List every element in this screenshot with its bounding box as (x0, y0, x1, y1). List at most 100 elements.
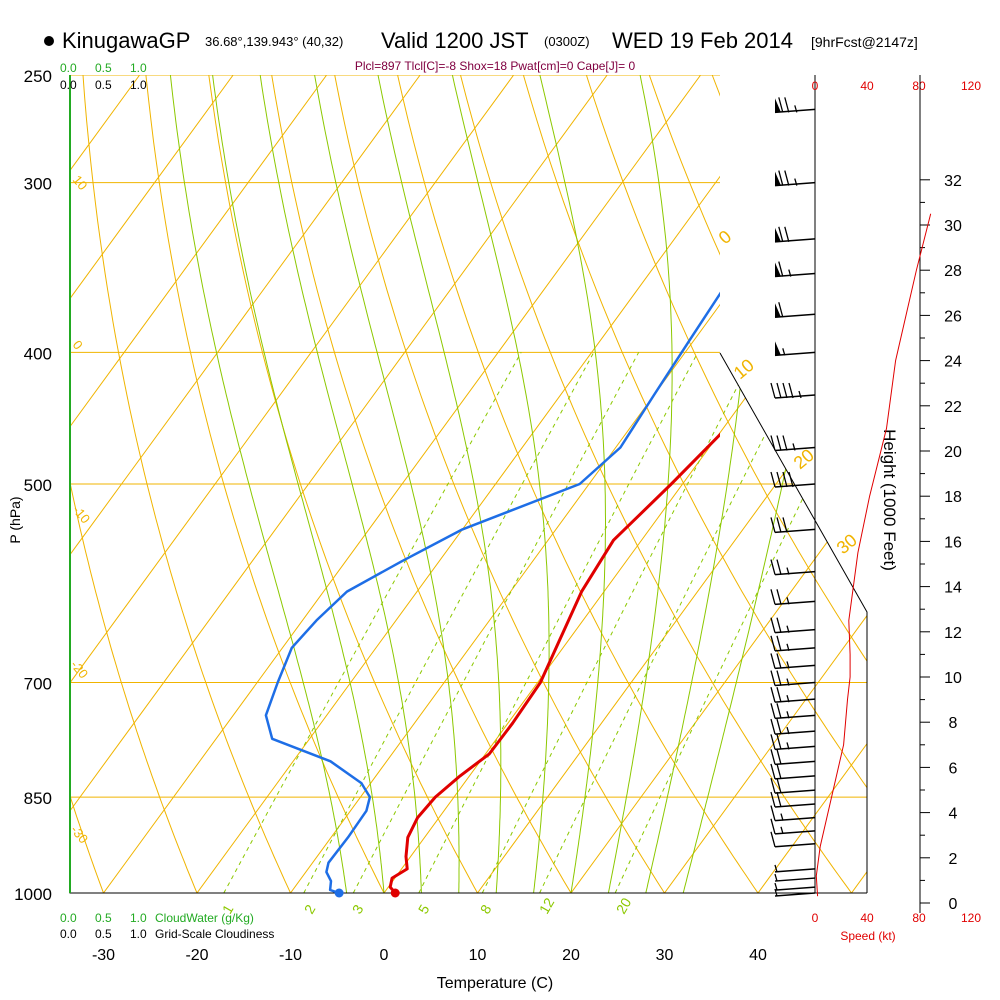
wind-barb-half (786, 625, 790, 633)
wind-barb-full (770, 635, 776, 651)
isotherm-line (70, 75, 421, 893)
wind-barb-half (780, 813, 784, 821)
wind-barb (770, 718, 816, 735)
wind-barb-full (776, 471, 782, 488)
temperature-tick-label: -20 (185, 947, 208, 964)
wind-barb-full (776, 777, 782, 794)
wind-barb-full (770, 653, 776, 669)
wind-barb-shaft (774, 892, 816, 897)
dry-adiabat-line (391, 75, 779, 893)
height-tick-label: 18 (944, 489, 962, 506)
wind-barb-shaft (774, 528, 816, 534)
pressure-tick-label: 300 (24, 175, 52, 194)
wind-barb-full (776, 670, 782, 686)
wind-barb-full (782, 471, 788, 488)
wind-barb (774, 97, 816, 114)
temperature-tick-label: -30 (92, 947, 115, 964)
height-tick-label: 14 (944, 580, 962, 597)
wind-barb-full (770, 777, 776, 794)
bottom-cloudiness-scale-label: 1.0 (130, 927, 147, 941)
moist-adiabat-line (212, 75, 385, 893)
wind-barb-full (778, 226, 784, 242)
wind-barb (770, 818, 816, 835)
temperature-tick-label: 20 (562, 947, 580, 964)
bottom-cloud-scale-label: 1.0 (130, 911, 147, 925)
height-tick-label: 22 (944, 399, 962, 416)
wind-barb-full (776, 763, 782, 780)
wind-barb-full (776, 635, 782, 651)
moist-adiabat-line (377, 75, 502, 893)
wind-barb (770, 382, 816, 399)
top-cloudiness-scale-label: 1.0 (130, 78, 147, 92)
wind-barb-shaft (774, 483, 816, 488)
wind-barb (770, 734, 816, 751)
dry-adiabat-label: 0 (70, 337, 86, 352)
moist-adiabat-line (539, 75, 606, 893)
wind-barb (774, 888, 816, 897)
wind-barb-full (770, 617, 776, 633)
dry-adiabat-line (70, 75, 115, 893)
speed-profile-line (815, 213, 932, 897)
wind-barb-shaft (774, 760, 816, 766)
isotherm-line (70, 75, 515, 893)
wind-barb-half (774, 888, 778, 897)
wind-barb-full (778, 302, 784, 318)
wind-barb-shaft (774, 628, 816, 634)
wind-barb-half (798, 390, 802, 399)
height-tick-label: 12 (944, 625, 962, 642)
top-cloudiness-scale-label: 0.5 (95, 78, 112, 92)
mixing-ratio-line (614, 352, 867, 893)
temperature-tick-label: 10 (469, 947, 487, 964)
speed-tick-label-bottom: 0 (812, 911, 819, 925)
wind-barb-full (776, 703, 782, 719)
mixing-ratio-line (303, 352, 595, 893)
wind-barb-full (770, 818, 776, 834)
wind-barb-shaft (774, 664, 816, 670)
wind-barb-half (786, 711, 790, 719)
wind-barb-shaft (774, 181, 816, 187)
chart-header: KinugawaGP 36.68°,139.943° (40,32) Valid… (0, 28, 1000, 58)
cloudiness-label: Grid-Scale Cloudiness (155, 927, 274, 941)
wind-barb-shaft (774, 570, 816, 576)
wind-barb (774, 170, 816, 187)
wind-barb-half (786, 567, 790, 575)
wind-barb-full (784, 97, 790, 113)
isotherm-label: 0 (715, 226, 736, 248)
wind-barb (770, 763, 816, 780)
wind-barb-half (792, 443, 796, 451)
mixing-ratio-label: 3 (349, 902, 367, 917)
wind-barb-shaft (774, 313, 816, 318)
wind-barb-full (776, 382, 782, 399)
temperature-tick-label: 30 (656, 947, 674, 964)
wind-barb-full (778, 97, 784, 113)
wind-barb (774, 226, 816, 243)
mixing-ratio-line (481, 352, 756, 893)
wind-barb (770, 670, 816, 687)
wind-barb-half (794, 105, 798, 113)
wind-barb-shaft (774, 108, 816, 114)
wind-barb-flag (775, 227, 781, 242)
wind-barb (770, 831, 816, 848)
mixing-ratio-line (223, 352, 522, 893)
pressure-axis-title: P (hPa) (7, 496, 23, 543)
height-tick-label: 0 (949, 896, 958, 913)
wind-barb-shaft (774, 745, 816, 751)
wind-barb (774, 261, 816, 278)
wind-barb-shaft (774, 647, 816, 652)
valid-date: WED 19 Feb 2014 (612, 28, 793, 53)
moist-adiabat-line (259, 75, 422, 893)
wind-barb (770, 686, 816, 703)
wind-barb-full (770, 435, 776, 451)
dry-adiabat-line (827, 75, 867, 893)
wind-barb-shaft (774, 681, 816, 687)
height-tick-label: 24 (944, 354, 962, 371)
height-axis-title: Height (1000 Feet) (880, 429, 899, 571)
wind-barb-shaft (774, 877, 816, 882)
mixing-ratio-label: 5 (415, 902, 433, 917)
wind-barb (770, 653, 816, 670)
background-lines (70, 75, 867, 893)
wind-barb-full (770, 559, 776, 575)
profiles (264, 291, 720, 893)
wind-barb-half (786, 678, 790, 686)
valid-time: Valid 1200 JST (381, 28, 529, 53)
